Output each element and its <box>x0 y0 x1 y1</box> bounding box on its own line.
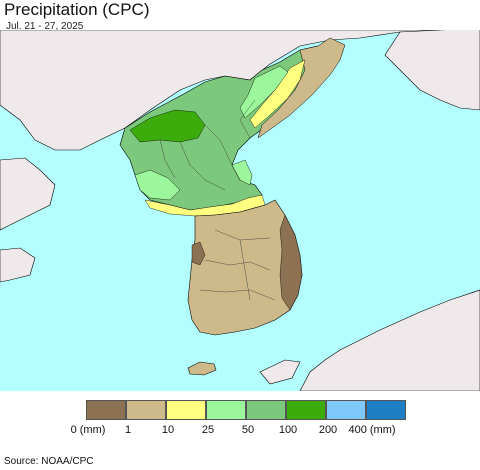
sk-west-dry <box>191 241 206 266</box>
map-title: Precipitation (CPC) <box>4 0 150 19</box>
nk-heavy-rain <box>129 109 206 143</box>
dmz-yellow <box>144 194 266 217</box>
legend-label-3: 25 <box>201 424 215 436</box>
sk-east-dry <box>279 214 303 311</box>
legend-swatch-5 <box>286 400 326 420</box>
province-borders <box>159 99 276 301</box>
japan-islands <box>259 359 301 385</box>
legend-label-5: 100 <box>278 424 298 436</box>
nk-east-lightgreen <box>231 159 253 186</box>
legend-label-0: 0 (mm) <box>70 424 106 436</box>
legend-swatch-4 <box>246 400 286 420</box>
jeju-island <box>187 361 217 376</box>
ne-coast-lightgreen <box>239 65 289 119</box>
legend-swatch-6 <box>326 400 366 420</box>
color-legend <box>86 400 408 420</box>
map-date-range: Jul. 21 - 27, 2025 <box>6 21 84 32</box>
legend-swatch-7 <box>366 400 406 420</box>
legend-swatch-1 <box>126 400 166 420</box>
nk-west-lightgreen <box>134 169 181 201</box>
legend-label-1: 1 <box>124 424 132 436</box>
china-shandong <box>0 247 36 283</box>
source-credit: Source: NOAA/CPC <box>4 456 94 467</box>
legend-swatch-0 <box>86 400 126 420</box>
ne-coast-tan <box>257 37 346 139</box>
china-coast-southwest <box>0 157 56 231</box>
precipitation-map <box>0 30 480 391</box>
china-land <box>0 30 480 151</box>
south-korea <box>187 199 303 336</box>
russia-land <box>384 30 480 111</box>
ne-coast-yellow <box>249 59 306 129</box>
legend-label-7: 400 (mm) <box>348 424 396 436</box>
legend-swatch-3 <box>206 400 246 420</box>
legend-swatch-2 <box>166 400 206 420</box>
japan-land <box>299 289 480 391</box>
legend-label-6: 200 <box>318 424 338 436</box>
legend-label-2: 10 <box>161 424 175 436</box>
legend-label-4: 50 <box>241 424 255 436</box>
